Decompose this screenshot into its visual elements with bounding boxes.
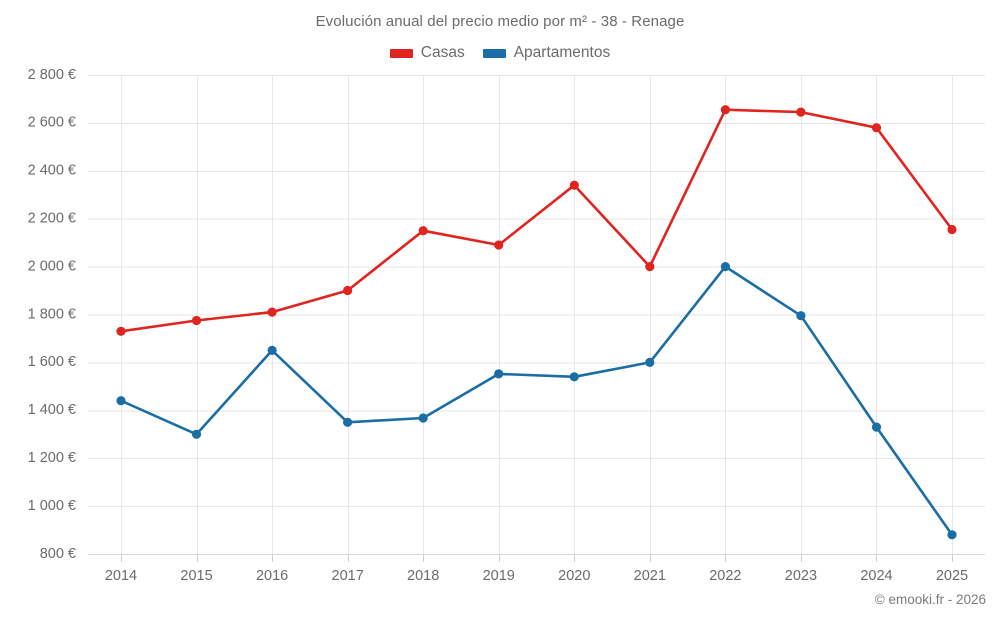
y-axis-tick-label: 2 800 € — [28, 67, 76, 83]
data-point-casas[interactable] — [871, 123, 882, 133]
data-point-apartamentos[interactable] — [720, 262, 731, 272]
data-point-apartamentos[interactable] — [191, 429, 202, 439]
data-point-apartamentos[interactable] — [871, 422, 882, 432]
data-point-apartamentos[interactable] — [494, 369, 504, 379]
data-point-apartamentos[interactable] — [796, 311, 806, 321]
credit-text: © emooki.fr - 2026 — [874, 592, 986, 607]
data-point-casas[interactable] — [569, 180, 579, 190]
y-axis-tick-label: 2 600 € — [28, 115, 76, 131]
y-axis-tick-label: 1 200 € — [28, 450, 76, 466]
data-point-casas[interactable] — [191, 315, 202, 326]
chart-title: Evolución anual del precio medio por m² … — [315, 13, 685, 30]
legend-item-casas[interactable]: Casas — [389, 44, 465, 62]
x-axis-tick-label: 2024 — [860, 568, 892, 584]
data-point-apartamentos[interactable] — [343, 417, 353, 427]
data-point-apartamentos[interactable] — [569, 372, 579, 382]
y-axis-tick-label: 1 400 € — [28, 402, 76, 418]
data-point-apartamentos[interactable] — [947, 530, 957, 540]
x-axis-tick-label: 2022 — [709, 568, 741, 584]
y-axis-tick-label: 2 200 € — [28, 211, 76, 227]
x-axis-tick-label: 2015 — [180, 568, 212, 584]
data-point-apartamentos[interactable] — [645, 357, 655, 367]
legend-label-casas: Casas — [420, 44, 465, 61]
x-axis-tick-label: 2019 — [483, 568, 515, 584]
data-point-casas[interactable] — [494, 240, 504, 250]
x-axis-tick-label: 2018 — [407, 568, 439, 584]
legend-color-swatch-apartamentos — [482, 48, 506, 58]
data-point-casas[interactable] — [947, 224, 957, 235]
legend-label-apartamentos: Apartamentos — [513, 44, 611, 61]
data-point-casas[interactable] — [116, 326, 126, 336]
x-axis-tick-label: 2016 — [256, 568, 288, 584]
data-point-casas[interactable] — [267, 307, 277, 317]
data-point-casas[interactable] — [418, 226, 428, 236]
y-axis-tick-label: 1 600 € — [28, 354, 76, 370]
data-point-casas[interactable] — [796, 107, 806, 117]
y-axis-tick-label: 2 400 € — [28, 163, 76, 179]
y-axis-tick-label: 2 000 € — [28, 258, 76, 274]
legend-color-swatch-casas — [389, 48, 413, 58]
x-axis-tick-label: 2017 — [332, 568, 364, 584]
series-line-apartamentos — [119, 265, 954, 537]
data-point-apartamentos[interactable] — [267, 345, 277, 355]
data-point-casas[interactable] — [720, 105, 731, 115]
legend-item-apartamentos[interactable]: Apartamentos — [482, 44, 611, 62]
data-point-apartamentos[interactable] — [116, 396, 126, 406]
x-axis-tick-label: 2021 — [634, 568, 666, 584]
y-axis-tick-label: 1 000 € — [28, 498, 76, 514]
data-point-casas[interactable] — [343, 285, 353, 296]
x-axis-tick-label: 2025 — [936, 568, 968, 584]
x-axis-tick-label: 2023 — [785, 568, 817, 584]
data-point-casas[interactable] — [645, 262, 655, 272]
chart-legend: Casas Apartamentos — [0, 44, 1000, 62]
y-axis-tick-label: 1 800 € — [28, 306, 76, 322]
y-axis-tick-label: 800 € — [40, 546, 76, 562]
series-line-casas — [119, 108, 954, 333]
x-axis-tick-label: 2020 — [558, 568, 590, 584]
x-axis-tick-label: 2014 — [105, 568, 137, 584]
data-point-apartamentos[interactable] — [418, 413, 428, 423]
